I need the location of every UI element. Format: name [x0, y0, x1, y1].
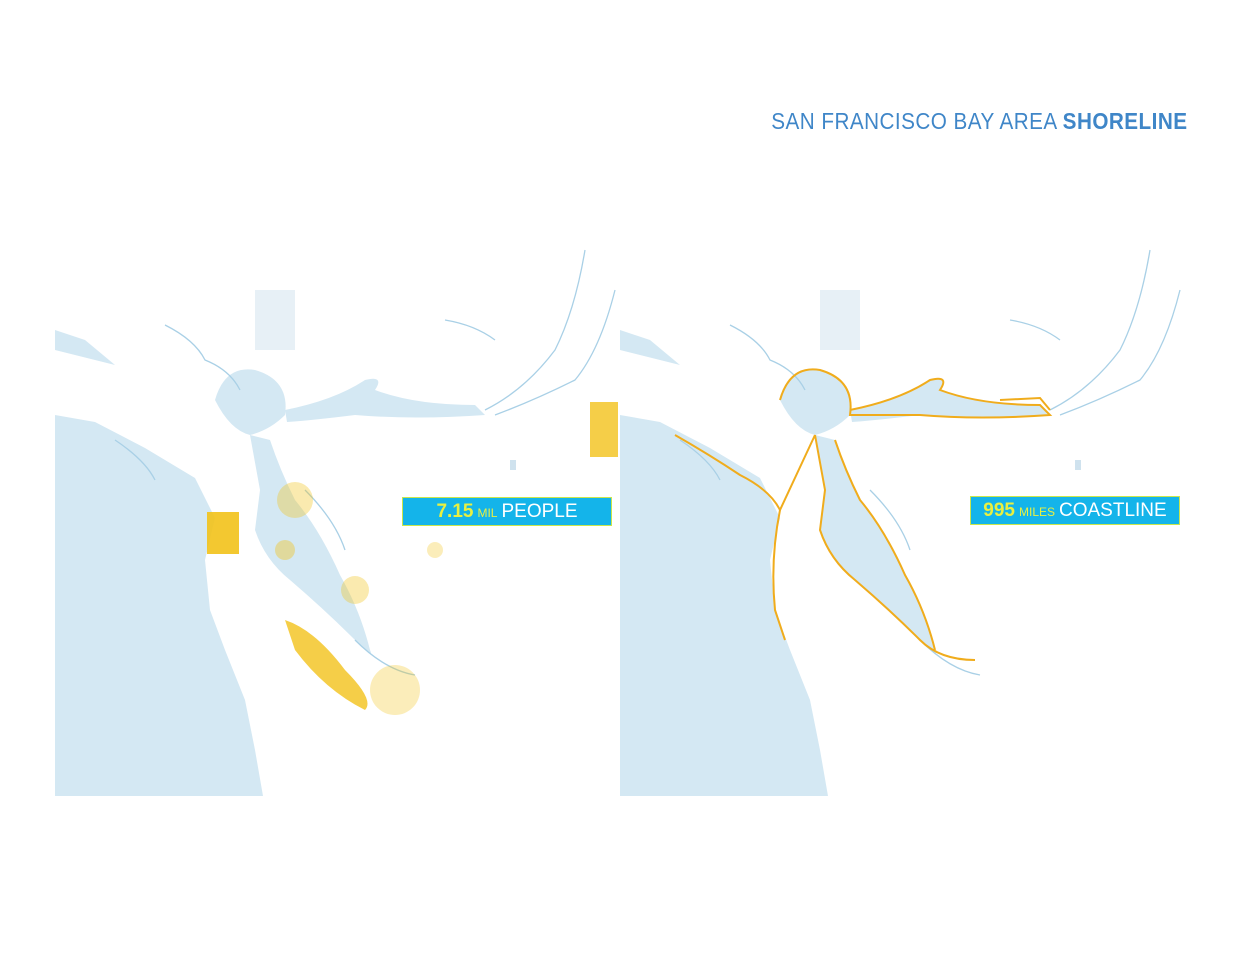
- cluster-san-jose: [370, 665, 420, 715]
- cluster-south-bay: [285, 620, 368, 710]
- population-map: [55, 230, 621, 796]
- cluster-sacramento: [590, 402, 618, 457]
- coastline-number: 995: [983, 500, 1015, 521]
- shoreline-outline: [674, 368, 1053, 661]
- coastline-badge: 995 MILES COASTLINE: [970, 496, 1180, 525]
- population-number: 7.15: [436, 501, 474, 522]
- population-label: PEOPLE: [501, 501, 578, 522]
- population-clusters: [207, 402, 618, 715]
- title-emphasis: SHORELINE: [1062, 108, 1187, 134]
- cluster-oakland: [277, 482, 313, 518]
- population-unit: MIL: [477, 506, 498, 520]
- title-prefix: SAN FRANCISCO BAY AREA: [770, 108, 1056, 134]
- population-badge: 7.15 MIL PEOPLE: [402, 497, 612, 526]
- cluster-east-bay: [341, 576, 369, 604]
- page-title: SAN FRANCISCO BAY AREA SHORELINE: [771, 108, 1187, 135]
- shoreline-map-svg: [620, 249, 1181, 796]
- population-map-svg: [55, 249, 618, 796]
- coastline-unit: MILES: [1018, 505, 1055, 519]
- shoreline-map: [620, 230, 1186, 796]
- coastline-label: COASTLINE: [1059, 500, 1167, 521]
- cluster-san-francisco: [207, 512, 239, 554]
